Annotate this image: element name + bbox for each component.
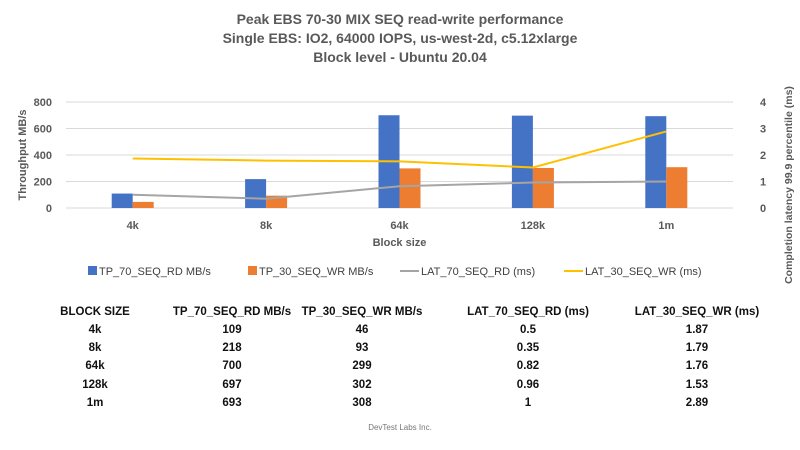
- legend-entry: TP_30_SEQ_WR MB/s: [259, 266, 374, 278]
- table-cell: 1m: [86, 397, 104, 409]
- y-tick-label: 400: [34, 150, 52, 162]
- legend-entry: TP_70_SEQ_RD MB/s: [99, 266, 211, 278]
- bar-tp_70_seq_rd: [245, 179, 267, 208]
- table-cell: 46: [355, 324, 369, 336]
- table-cell: 299: [352, 360, 372, 372]
- x-axis-label: Block size: [373, 237, 427, 249]
- table-header: LAT_70_SEQ_RD (ms): [467, 306, 589, 318]
- line-lat_70_seq_rd: [132, 180, 667, 200]
- table-cell: 1: [524, 397, 532, 409]
- table-cell: 8k: [88, 342, 102, 354]
- chart-title-line-2: Single EBS: IO2, 64000 IOPS, us-west-2d,…: [222, 30, 578, 46]
- y2-tick-label: 2: [760, 150, 766, 162]
- table-cell: 0.96: [516, 379, 540, 391]
- table-cell: 4k: [88, 324, 102, 336]
- bar-tp_30_seq_wr: [399, 168, 421, 208]
- table-cell: 128k: [82, 379, 108, 391]
- legend-swatch: [248, 266, 257, 275]
- table-cell: 1.79: [685, 342, 709, 354]
- y2-tick-label: 0: [760, 203, 766, 215]
- chart-title-line-3: Block level - Ubuntu 20.04: [313, 49, 487, 65]
- table-cell: 0.5: [520, 324, 536, 336]
- legend-swatch: [88, 266, 97, 275]
- y2-tick-label: 3: [760, 124, 766, 136]
- table-cell: 693: [222, 397, 242, 409]
- y-tick-label: 0: [46, 203, 52, 215]
- table-header: TP_70_SEQ_RD MB/s: [172, 306, 292, 318]
- y-tick-label: 600: [34, 124, 52, 136]
- line-lat_30_seq_wr: [132, 130, 667, 169]
- y2-tick-label: 4: [760, 97, 767, 109]
- bar-tp_30_seq_wr: [132, 201, 154, 208]
- y-axis-label: Throughput MB/s: [17, 109, 29, 200]
- table-cell: 700: [222, 360, 242, 372]
- table-cell: 697: [222, 379, 242, 391]
- bar-tp_70_seq_rd: [645, 116, 667, 208]
- bar-tp_30_seq_wr: [666, 167, 688, 208]
- table-header: LAT_30_SEQ_WR (ms): [634, 306, 760, 318]
- bar-tp_30_seq_wr: [532, 167, 554, 208]
- legend-entry: LAT_30_SEQ_WR (ms): [585, 266, 702, 278]
- y-tick-label: 800: [34, 97, 52, 109]
- table-cell: 1.53: [685, 379, 709, 391]
- y-tick-label: 200: [34, 177, 52, 189]
- x-tick-label: 4k: [127, 220, 140, 232]
- table-cell: 1.87: [685, 324, 709, 336]
- chart: 0 200 400 600 800 0 1 2 3 4 Throughput MB/s Complet…: [17, 86, 795, 284]
- table-cell: 0.35: [516, 342, 540, 354]
- legend-entry: LAT_70_SEQ_RD (ms): [421, 266, 535, 278]
- table-cell: 0.82: [516, 360, 540, 372]
- table-cell: 308: [352, 397, 372, 409]
- y2-tick-label: 1: [760, 177, 766, 189]
- bar-tp_70_seq_rd: [511, 115, 533, 208]
- x-tick-label: 1m: [658, 220, 674, 232]
- table-cell: 109: [222, 324, 242, 336]
- x-tick-label: 64k: [390, 220, 409, 232]
- x-tick-label: 8k: [260, 220, 273, 232]
- table-cell: 1.76: [685, 360, 709, 372]
- table-cell: 302: [352, 379, 372, 391]
- table-header: BLOCK SIZE: [60, 306, 130, 318]
- y2-axis-label: Completion latency 99.9 percentile (ms): [783, 86, 795, 284]
- table-header: TP_30_SEQ_WR MB/s: [301, 306, 423, 318]
- table-cell: 64k: [85, 360, 105, 372]
- x-tick-label: 128k: [521, 220, 546, 232]
- table-cell: 93: [355, 342, 369, 354]
- table-cell: 218: [222, 342, 242, 354]
- footer-text: DevTest Labs Inc.: [368, 423, 432, 432]
- chart-title-line-1: Peak EBS 70-30 MIX SEQ read-write perfor…: [236, 11, 564, 27]
- bar-tp_70_seq_rd: [111, 193, 133, 208]
- table-cell: 2.89: [685, 397, 709, 409]
